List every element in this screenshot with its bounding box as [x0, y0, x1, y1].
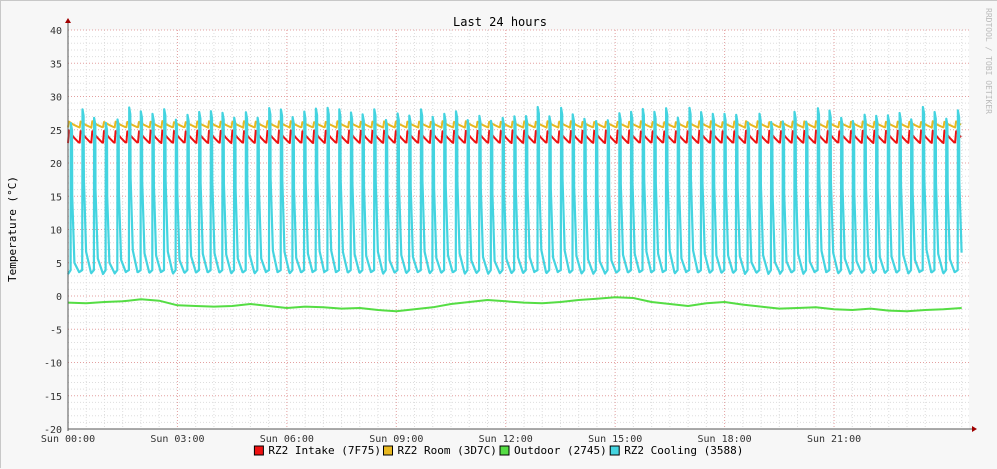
y-tick-label: -5	[50, 325, 62, 336]
y-tick-label: 0	[56, 292, 62, 303]
x-tick-label: Sun 03:00	[150, 434, 204, 445]
series-line-1	[67, 120, 962, 129]
x-tick-label: Sun 18:00	[698, 434, 752, 445]
legend-label: RZ2 Intake (7F75)	[268, 444, 381, 457]
legend-swatch	[609, 445, 620, 456]
legend-swatch	[499, 445, 510, 456]
y-tick-label: 30	[50, 93, 62, 104]
plot-area	[67, 105, 963, 313]
legend-label: RZ2 Cooling (3588)	[624, 444, 743, 457]
y-axis-label: Temperature (°C)	[6, 176, 19, 282]
y-tick-label: 40	[50, 26, 62, 37]
legend-label: Outdoor (2745)	[514, 444, 607, 457]
y-tick-label: 35	[50, 59, 62, 70]
x-tick-label: Sun 00:00	[41, 434, 95, 445]
y-tick-label: 15	[50, 192, 62, 203]
x-axis-arrow	[972, 426, 977, 432]
series-line-0	[67, 129, 962, 144]
x-tick-label: Sun 15:00	[588, 434, 642, 445]
x-tick-label: Sun 09:00	[369, 434, 423, 445]
legend: RZ2 Intake (7F75) RZ2 Room (3D7C) Outdoor …	[253, 444, 743, 457]
x-tick-label: Sun 12:00	[479, 434, 533, 445]
series-line-2	[67, 296, 962, 313]
y-axis-arrow	[65, 18, 71, 23]
y-tick-label: -20	[44, 425, 62, 436]
y-tick-label: 25	[50, 126, 62, 137]
legend-swatch	[253, 445, 264, 456]
y-tick-label: -15	[44, 392, 62, 403]
y-tick-label: 5	[56, 259, 62, 270]
axes	[65, 18, 977, 432]
legend-label: RZ2 Room (3D7C)	[398, 444, 497, 457]
x-tick-label: Sun 21:00	[807, 434, 861, 445]
y-tick-label: 10	[50, 226, 62, 237]
series-line-3	[67, 105, 963, 276]
x-tick-label: Sun 06:00	[260, 434, 314, 445]
legend-swatch	[383, 445, 393, 456]
grid	[67, 29, 969, 430]
y-tick-label: -10	[44, 359, 62, 370]
chart-title: Last 24 hours	[453, 15, 547, 29]
y-tick-label: 20	[50, 159, 62, 170]
watermark: RRDTOOL / TOBI OETIKER	[984, 8, 993, 114]
